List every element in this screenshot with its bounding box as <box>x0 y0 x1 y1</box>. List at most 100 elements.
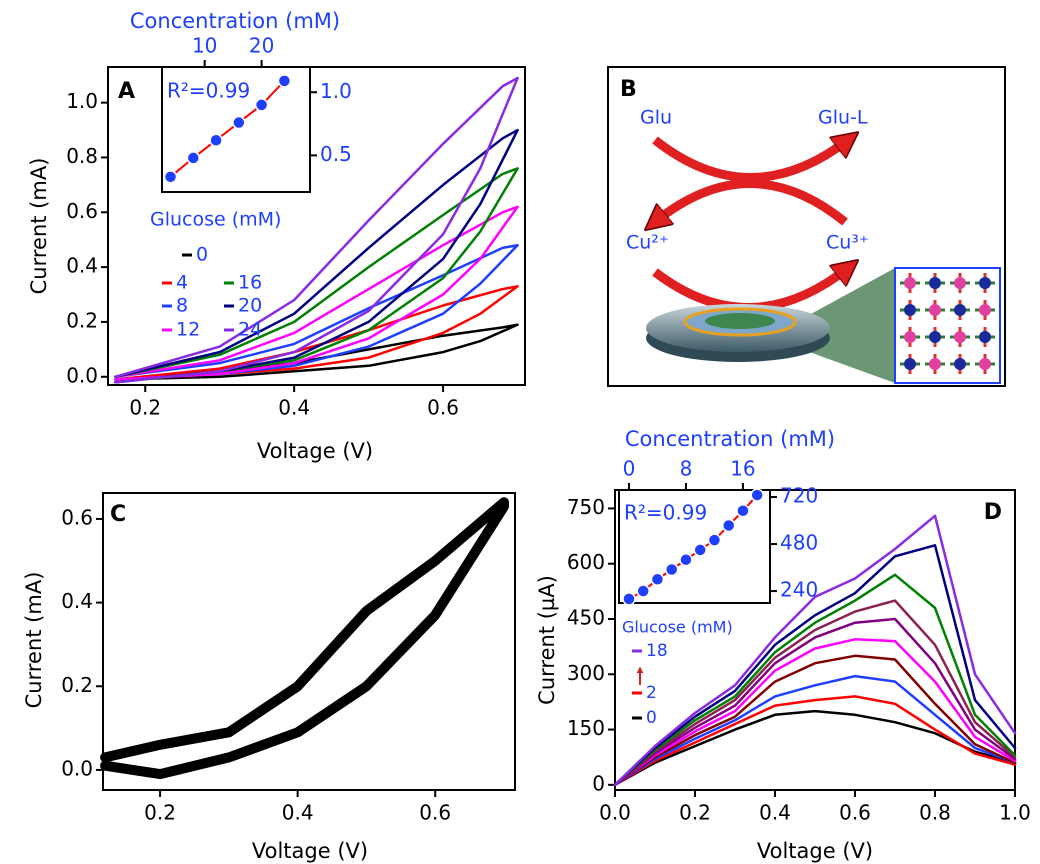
y-tick-label: 1.0 <box>320 79 352 103</box>
panel-letter: C <box>110 502 126 527</box>
x-tick-label: 10 <box>192 34 217 58</box>
curve <box>114 76 519 384</box>
data-point <box>693 543 707 557</box>
annotation: R²=0.99 <box>624 501 707 525</box>
x-tick-label: 8 <box>680 457 693 481</box>
legend-title: Glucose (mM) <box>150 209 281 231</box>
label-glu-l: Glu-L <box>818 107 868 129</box>
arrow <box>652 268 848 312</box>
x-tick-label: 0.2 <box>144 801 176 825</box>
data-point <box>232 115 246 130</box>
atom <box>929 331 941 343</box>
atom <box>954 277 966 289</box>
atom <box>954 331 966 343</box>
y-tick-label: 720 <box>780 484 818 508</box>
atom <box>979 304 991 316</box>
atom <box>904 277 916 289</box>
curve <box>100 497 509 780</box>
x-tick-label: 1.0 <box>999 801 1031 825</box>
legend-label: 20 <box>238 295 262 317</box>
legend-label: 16 <box>238 272 262 294</box>
data-point <box>721 518 736 533</box>
y-tick-label: 0.4 <box>66 254 98 278</box>
x-tick-label: 0.4 <box>278 396 310 420</box>
y-tick-label: 300 <box>567 661 605 685</box>
film <box>705 313 775 329</box>
x-axis-label: Voltage (V) <box>257 439 373 463</box>
panel-b: B Glu Glu-L Cu²⁺ Cu³⁺ <box>607 66 1006 387</box>
data-point <box>736 504 750 518</box>
zoom-wedge <box>790 268 895 383</box>
curve <box>613 514 1017 787</box>
x-tick-label: 0.6 <box>839 801 871 825</box>
y-tick-label: 150 <box>567 716 605 740</box>
x-tick-label: 0.2 <box>679 801 711 825</box>
legend-label: 0 <box>196 244 208 266</box>
x-axis-label: Concentration (mM) <box>130 9 340 33</box>
atom <box>904 331 916 343</box>
data-point <box>650 572 665 587</box>
label-cu2: Cu²⁺ <box>626 232 669 254</box>
y-axis-label: Current (mA) <box>22 572 46 709</box>
curve <box>613 674 1017 787</box>
data-point <box>707 533 722 547</box>
y-tick-label: 0 <box>592 771 605 795</box>
x-tick-label: 0.8 <box>919 801 951 825</box>
legend-label: 4 <box>176 272 188 294</box>
panel-frame <box>607 66 1006 387</box>
data-point <box>750 488 764 502</box>
y-tick-label: 0.8 <box>66 144 98 168</box>
annotation: R²=0.99 <box>167 79 250 103</box>
data-point <box>186 151 201 165</box>
x-axis-label: Concentration (mM) <box>625 427 835 451</box>
atom <box>929 358 941 370</box>
atom <box>929 277 941 289</box>
data-point <box>679 552 693 567</box>
y-tick-label: 0.0 <box>61 756 93 780</box>
curve <box>114 167 519 384</box>
curve <box>613 709 1017 787</box>
atom <box>979 277 991 289</box>
x-tick-label: 20 <box>249 34 274 58</box>
label-cu3: Cu³⁺ <box>826 232 869 254</box>
y-tick-label: 0.2 <box>66 308 98 332</box>
y-tick-label: 450 <box>567 605 605 629</box>
label-glu: Glu <box>640 107 672 129</box>
atom <box>979 331 991 343</box>
plot-area <box>100 497 509 780</box>
y-tick-label: 0.6 <box>61 505 93 529</box>
x-axis-label: Voltage (V) <box>757 839 873 863</box>
atom <box>979 358 991 370</box>
data-point <box>664 562 679 577</box>
data-point <box>254 98 269 112</box>
y-tick-label: 0.5 <box>320 142 352 166</box>
data-point <box>209 133 223 147</box>
atom <box>929 304 941 316</box>
chart: 0 8 16 240 480 720 Concentration (mM) R²=0.99 <box>618 427 835 606</box>
plot-area <box>163 74 292 184</box>
y-tick-label: 240 <box>780 578 818 602</box>
y-tick-label: 0.0 <box>66 363 98 387</box>
y-tick-label: 0.6 <box>66 199 98 223</box>
curve <box>114 205 519 381</box>
y-tick-label: 0.2 <box>61 673 93 697</box>
curve <box>613 617 1017 787</box>
curve <box>613 573 1017 787</box>
legend-label: 24 <box>238 319 262 341</box>
atom <box>954 358 966 370</box>
panel-letter: D <box>984 500 1002 525</box>
atom <box>904 358 916 370</box>
plot-area <box>613 514 1017 787</box>
x-tick-label: 0.6 <box>427 396 459 420</box>
curve <box>613 695 1017 787</box>
y-tick-label: 1.0 <box>66 89 98 113</box>
x-tick-label: 0.6 <box>419 801 451 825</box>
y-tick-label: 600 <box>567 550 605 574</box>
arrow <box>652 140 848 182</box>
chart: 10 20 0.5 1.0 Concentration (mM) R²=0.99 <box>130 9 352 193</box>
legend-title: Glucose (mM) <box>622 618 733 637</box>
legend-label: 8 <box>176 295 188 317</box>
x-tick-label: 0.0 <box>599 801 631 825</box>
x-tick-label: 0 <box>623 457 636 481</box>
